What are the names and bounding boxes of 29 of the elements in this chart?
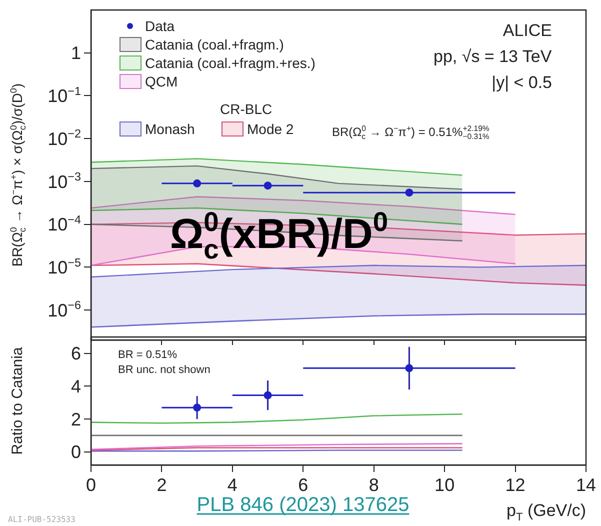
y-tick-label: 0	[70, 442, 82, 462]
y-tick-label: 6	[70, 344, 82, 364]
annotation: BR = 0.51%	[118, 349, 178, 361]
annotation: |y| < 0.5	[492, 73, 552, 92]
annotation: pp, √s = 13 TeV	[434, 47, 552, 66]
x-tick-label: 12	[505, 475, 526, 495]
x-tick-label: 14	[576, 475, 596, 495]
legend-label: Mode 2	[247, 121, 294, 137]
y-axis-title: Ratio to Catania	[9, 346, 26, 455]
y-tick-label: 1	[70, 43, 82, 64]
x-tick-label: 10	[434, 475, 455, 495]
text: ALI-PUB-523533	[8, 515, 76, 524]
x-tick-label: 6	[298, 475, 308, 495]
text: PLB 846 (2023) 137625	[196, 494, 410, 516]
legend-label: Catania (coal.+fragm.)	[145, 36, 284, 52]
legend-label: Monash	[145, 121, 195, 137]
legend-label: Data	[145, 18, 175, 34]
legend-label: Catania (coal.+fragm.+res.)	[145, 55, 316, 71]
x-tick-label: 8	[368, 475, 379, 495]
annotation: CR-BLC	[220, 101, 272, 117]
annotation: ALICE	[502, 21, 552, 40]
x-tick-label: 4	[227, 475, 238, 495]
legend-label: QCM	[145, 74, 178, 90]
y-tick-label: 2	[70, 409, 82, 430]
x-tick-label: 2	[156, 475, 167, 495]
x-tick-label: 0	[86, 475, 96, 495]
y-tick-label: 4	[70, 376, 82, 397]
annotation: BR unc. not shown	[118, 364, 210, 376]
text: BR(Ωc0 → Ω−π+) × σ(Ωc0)/σ(D0)	[8, 83, 28, 267]
